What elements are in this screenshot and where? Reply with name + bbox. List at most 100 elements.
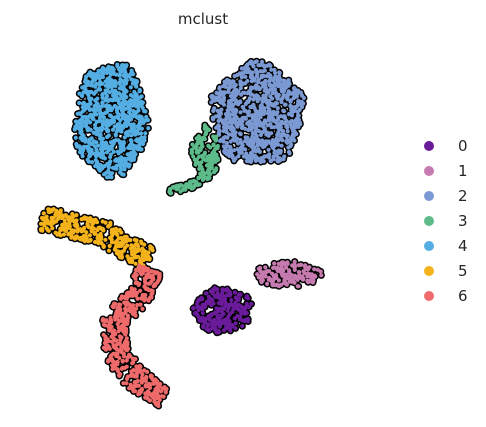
point — [92, 91, 97, 96]
point — [287, 270, 292, 275]
point — [266, 147, 271, 152]
point — [285, 133, 290, 138]
point — [256, 80, 261, 85]
point — [138, 131, 144, 136]
point — [122, 98, 127, 103]
point — [100, 92, 105, 97]
point — [219, 100, 224, 105]
point — [110, 127, 116, 132]
point — [247, 127, 252, 132]
point — [253, 60, 258, 65]
point — [77, 100, 82, 106]
point — [295, 109, 300, 114]
point — [245, 62, 250, 67]
point — [262, 79, 267, 84]
point — [98, 79, 103, 85]
point — [77, 91, 82, 96]
point — [221, 96, 226, 101]
point — [291, 128, 296, 133]
point — [106, 64, 111, 69]
point — [201, 324, 206, 329]
point — [211, 108, 216, 113]
point — [95, 96, 100, 101]
point — [224, 116, 229, 121]
point — [258, 112, 263, 117]
point — [167, 189, 172, 194]
point — [117, 73, 122, 78]
point — [268, 122, 273, 127]
point — [105, 94, 110, 99]
point — [279, 266, 284, 271]
point — [100, 126, 105, 131]
point — [221, 306, 227, 311]
point — [88, 70, 93, 75]
point — [225, 124, 231, 130]
point — [107, 90, 112, 95]
point — [110, 93, 116, 98]
cluster-4-points — [72, 62, 151, 180]
point — [131, 146, 136, 151]
point — [131, 78, 136, 83]
point — [242, 90, 247, 95]
point — [101, 115, 106, 120]
point — [120, 172, 125, 177]
point — [99, 141, 104, 146]
point — [232, 138, 237, 143]
point — [275, 268, 280, 273]
point — [217, 86, 222, 91]
point — [268, 77, 273, 82]
point — [224, 152, 230, 157]
point — [230, 323, 235, 328]
point — [219, 313, 224, 318]
point — [190, 142, 195, 147]
point — [101, 111, 106, 116]
point — [78, 130, 83, 135]
point — [225, 135, 230, 140]
point — [111, 98, 116, 103]
point — [106, 128, 111, 134]
point — [206, 328, 211, 333]
point — [245, 319, 251, 324]
point — [251, 141, 256, 146]
point — [100, 101, 105, 106]
point — [285, 261, 290, 266]
point — [294, 274, 299, 280]
point — [252, 78, 257, 83]
cluster-points — [38, 59, 324, 408]
point — [244, 294, 249, 299]
point — [313, 274, 318, 279]
point — [288, 273, 294, 278]
point — [137, 142, 142, 147]
point — [129, 150, 134, 156]
point — [251, 113, 256, 119]
point — [234, 303, 239, 308]
point — [178, 189, 183, 194]
point — [84, 118, 89, 124]
point — [251, 64, 256, 69]
cluster-5-points — [38, 207, 155, 270]
point — [207, 153, 212, 159]
point — [274, 282, 279, 287]
point — [218, 138, 223, 143]
point — [299, 262, 304, 267]
point — [100, 68, 105, 73]
point — [221, 328, 227, 333]
point — [117, 156, 122, 161]
point — [239, 311, 244, 316]
point — [212, 322, 217, 327]
point — [86, 105, 91, 110]
point — [87, 154, 92, 159]
point — [188, 179, 193, 184]
point — [233, 300, 238, 305]
point — [224, 141, 229, 146]
point — [266, 139, 271, 144]
point — [126, 119, 131, 124]
point — [195, 148, 200, 153]
point — [261, 144, 266, 150]
point — [120, 84, 125, 89]
point — [135, 94, 140, 99]
point — [89, 96, 94, 101]
point — [299, 104, 305, 110]
point — [229, 297, 234, 303]
point — [276, 278, 281, 283]
